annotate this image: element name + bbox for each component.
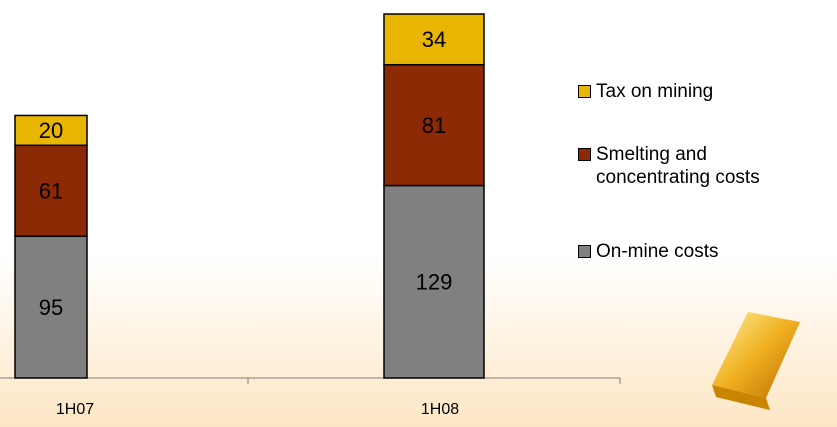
bar-segment xyxy=(383,63,485,187)
legend-item: On-mine costs xyxy=(578,240,718,263)
value-label: 95 xyxy=(39,295,63,320)
value-label: 81 xyxy=(422,113,446,138)
value-label: 61 xyxy=(39,179,63,204)
legend-swatch xyxy=(578,85,591,98)
legend-label: On-mine costs xyxy=(596,241,719,262)
legend-swatch xyxy=(578,148,591,161)
gold-bar-icon xyxy=(712,312,800,410)
bar-segment xyxy=(14,144,88,238)
value-label: 34 xyxy=(422,27,446,52)
legend-label: Smelting and concentrating costs xyxy=(596,144,760,188)
bar-segment xyxy=(383,184,485,379)
value-label: 129 xyxy=(416,270,453,295)
legend-item: Tax on mining xyxy=(578,80,713,103)
bar-segment xyxy=(14,235,88,379)
legend-swatch xyxy=(578,245,591,258)
x-tick-label: 1H07 xyxy=(56,401,94,418)
value-label: 20 xyxy=(39,118,63,143)
x-tick-label: 1H08 xyxy=(421,401,459,418)
legend-label: Tax on mining xyxy=(596,81,714,102)
bar-segment xyxy=(383,13,485,66)
legend-item: Smelting and concentrating costs xyxy=(578,143,821,189)
bar-segment xyxy=(14,114,88,147)
